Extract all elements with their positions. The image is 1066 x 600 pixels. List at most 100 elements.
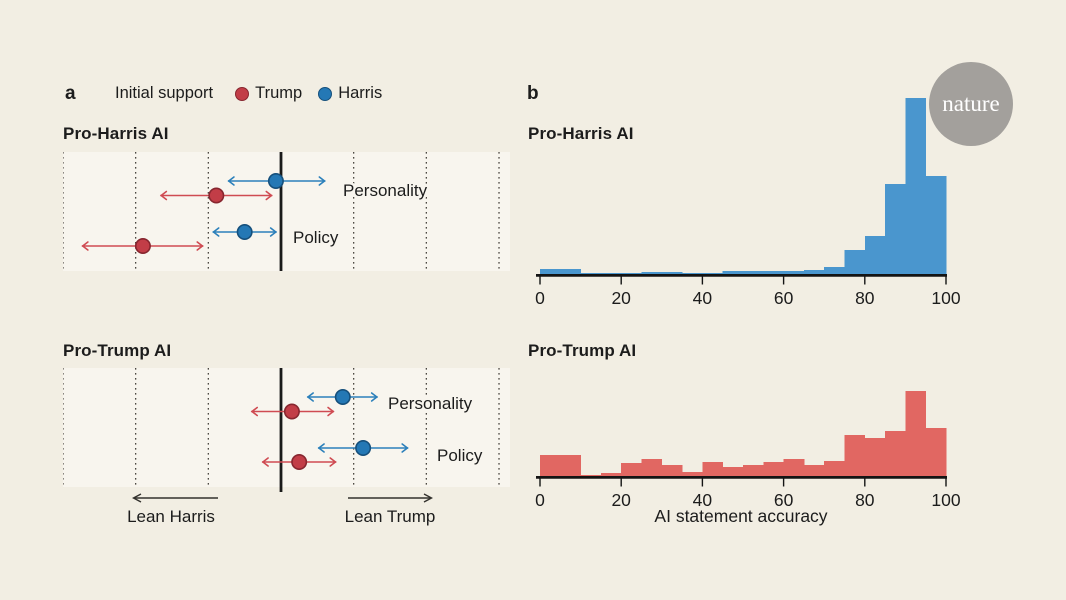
- histogram-bar: [803, 465, 825, 476]
- x-tick-label: 20: [611, 490, 631, 510]
- whisker-arrowhead-left: [227, 176, 235, 186]
- histogram-bar: [682, 472, 703, 476]
- histogram-bar: [641, 459, 663, 476]
- whisker-arrowhead-left: [81, 241, 89, 251]
- lean-harris-arrowhead: [132, 493, 142, 503]
- x-tick-label: 80: [855, 288, 875, 307]
- panel-b-letter: b: [527, 83, 539, 104]
- trump-dot-icon: [235, 86, 250, 101]
- plot-panel-background: [63, 368, 510, 487]
- initial-support-legend: Initial support Trump Harris: [115, 84, 398, 103]
- mean-dot: [334, 388, 351, 405]
- nature-logo-text: nature: [942, 91, 1000, 116]
- legend-label-harris: Harris: [338, 84, 383, 102]
- x-tick-label: 100: [931, 490, 960, 510]
- histogram-bar: [600, 473, 622, 476]
- plot-panel-background: [63, 152, 510, 271]
- histogram-bar: [763, 462, 784, 476]
- forest-pro-trump-title: Pro-Trump AI: [63, 341, 172, 360]
- histogram-bar: [580, 273, 602, 274]
- whisker-arrowhead-left: [306, 392, 314, 402]
- histogram-bar: [864, 236, 886, 274]
- whisker-arrowhead-right: [196, 241, 204, 251]
- histogram-bar: [722, 467, 744, 476]
- whisker-arrowhead-right: [401, 443, 409, 453]
- mean-dot: [134, 238, 151, 255]
- whisker-arrowhead-left: [159, 190, 168, 201]
- histogram-bar: [580, 475, 602, 476]
- mean-dot: [355, 440, 372, 457]
- legend-label-trump: Trump: [255, 84, 303, 102]
- whisker-arrowhead-right: [269, 227, 278, 237]
- forest-plot-pro-trump: Personality Policy: [63, 368, 510, 492]
- mean-dot: [267, 172, 284, 189]
- whisker-arrowhead-left: [317, 443, 325, 453]
- nature-logo: nature: [929, 62, 1013, 146]
- mean-dot: [291, 454, 308, 471]
- whisker-arrowhead-left: [250, 406, 259, 417]
- x-tick-label: 40: [693, 288, 713, 307]
- lean-harris-label: Lean Harris: [127, 507, 215, 526]
- whisker-arrowhead-right: [318, 176, 326, 186]
- histogram-bar: [560, 269, 581, 274]
- forest-pro-harris-title: Pro-Harris AI: [63, 124, 169, 143]
- histogram-bar: [885, 431, 906, 476]
- mean-dot: [283, 403, 300, 420]
- x-tick-label: 60: [774, 288, 794, 307]
- mean-dot: [236, 224, 253, 241]
- x-tick-label: 60: [774, 490, 794, 510]
- histogram-bar: [783, 459, 805, 476]
- histogram-bar: [661, 465, 683, 476]
- histogram-bar: [722, 271, 744, 274]
- whisker-arrowhead-right: [370, 392, 379, 402]
- histogram-bar: [844, 250, 866, 274]
- histogram-bar: [803, 270, 825, 274]
- whisker-arrowhead-right: [329, 457, 337, 467]
- histogram-pro-harris: 0 20 40 60 80 100: [535, 98, 961, 307]
- histogram-bar: [682, 273, 703, 274]
- histogram-bar: [743, 465, 764, 476]
- whisker-arrowhead-left: [261, 457, 269, 467]
- row-label: Policy: [437, 446, 483, 465]
- histogram-bar: [905, 391, 927, 476]
- legend-item-harris: Harris: [318, 84, 382, 103]
- x-tick-label: 20: [611, 288, 631, 307]
- histogram-bar: [621, 463, 642, 476]
- histogram-bar: [824, 267, 845, 274]
- histogram-bar: [661, 272, 683, 274]
- histogram-bar: [702, 273, 724, 274]
- forest-plot-pro-harris: Personality Policy: [63, 152, 510, 271]
- hist-pro-harris-title: Pro-Harris AI: [528, 124, 634, 143]
- row-label: Personality: [388, 394, 473, 413]
- lean-trump-arrowhead: [423, 493, 433, 503]
- x-tick-label: 0: [535, 490, 545, 510]
- whisker-arrowhead-left: [212, 227, 220, 237]
- harris-dot-icon: [318, 86, 333, 101]
- lean-direction-arrows: [132, 493, 433, 503]
- whisker-arrowhead-right: [265, 190, 273, 201]
- histogram-bar: [641, 272, 663, 274]
- mean-dot: [208, 187, 225, 204]
- row-label: Personality: [343, 181, 428, 200]
- x-tick-label: 100: [931, 288, 960, 307]
- histogram-bar: [540, 269, 561, 274]
- histogram-pro-trump: 0 20 40 60 80 100: [535, 391, 961, 510]
- panel-a-letter: a: [65, 83, 76, 104]
- lean-trump-label: Lean Trump: [344, 507, 436, 526]
- row-label: Policy: [293, 228, 339, 247]
- histogram-bar: [925, 428, 947, 476]
- histogram-bar: [540, 455, 561, 476]
- histogram-bar: [905, 98, 927, 274]
- histogram-bar: [600, 273, 622, 274]
- histogram-bar: [743, 271, 764, 274]
- x-axis-label: AI statement accuracy: [654, 506, 828, 526]
- histogram-bar: [925, 176, 947, 274]
- x-tick-label: 40: [693, 490, 713, 510]
- x-tick-label: 0: [535, 288, 545, 307]
- histogram-bar: [844, 435, 866, 476]
- histogram-bar: [864, 438, 886, 476]
- hist-pro-trump-title: Pro-Trump AI: [528, 341, 637, 360]
- legend-item-trump: Trump: [235, 84, 302, 103]
- x-tick-label: 80: [855, 490, 875, 510]
